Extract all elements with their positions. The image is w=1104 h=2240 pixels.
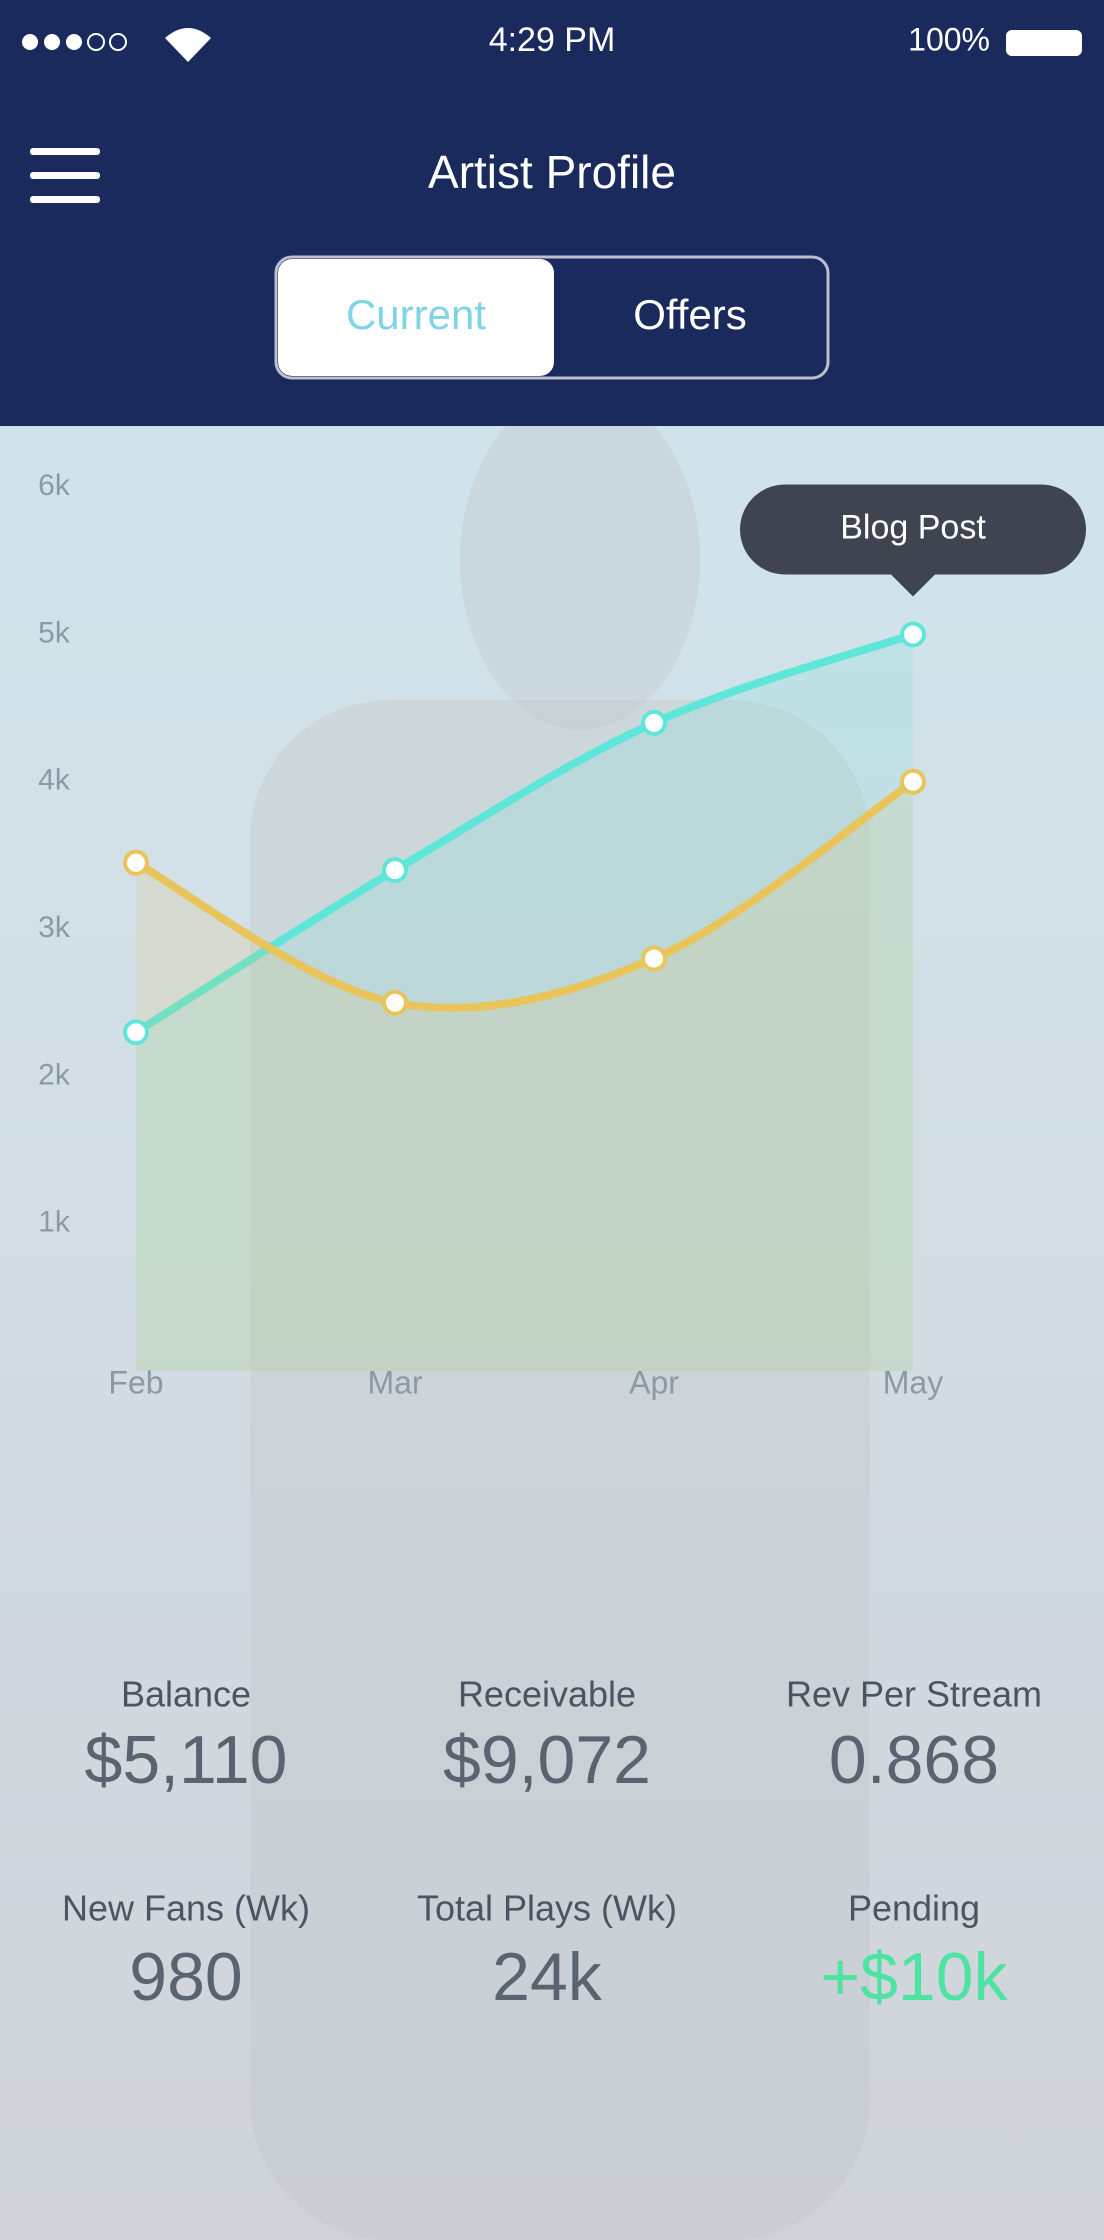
stats: Balance $5,110 Receivable $9,072 Rev Per Str… [62, 1674, 1042, 2015]
tab-offers-label[interactable]: Offers [633, 291, 747, 338]
x-tick-label: May [883, 1364, 943, 1400]
y-tick-label: 2k [38, 1058, 71, 1091]
stat-label: Pending [848, 1888, 980, 1929]
data-point [641, 945, 667, 972]
stat-value: $9,072 [443, 1722, 651, 1798]
y-tick-label: 3k [38, 911, 71, 944]
series-area [136, 781, 913, 1371]
status-battery: 100% [908, 21, 990, 57]
chart: 1k 2k 3k 4k 5k 6k Feb Mar Apr May Blog Post [38, 469, 1086, 1400]
data-point [123, 1019, 149, 1046]
data-point [382, 989, 408, 1016]
blurred-photo [250, 390, 870, 2240]
y-tick-label: 4k [38, 764, 71, 797]
status-time: 4:29 PM [489, 21, 616, 59]
data-point [900, 768, 926, 795]
stat-label: Receivable [458, 1674, 636, 1715]
data-point [123, 849, 149, 876]
series-line [132, 777, 917, 1012]
x-tick-label: Feb [108, 1364, 163, 1400]
x-tick-label: Mar [367, 1364, 422, 1400]
status-bar [22, 28, 1082, 62]
stat-label: Balance [121, 1674, 251, 1715]
stat-label: Total Plays (Wk) [417, 1888, 677, 1929]
stat-label: New Fans (Wk) [62, 1888, 310, 1929]
stat-value: 24k [492, 1939, 603, 2015]
tab-current-label[interactable]: Current [346, 291, 486, 338]
stat-value: 980 [129, 1939, 242, 2015]
menu-button[interactable] [30, 148, 100, 203]
stat-value: 0.868 [829, 1722, 999, 1798]
stat-value: $5,110 [85, 1722, 288, 1798]
y-tick-label: 5k [38, 616, 71, 649]
data-point [641, 709, 667, 736]
y-tick-label: 6k [38, 469, 71, 502]
stat-value: +$10k [820, 1939, 1008, 2015]
stat-label: Rev Per Stream [786, 1674, 1042, 1715]
tab-current[interactable] [278, 259, 554, 376]
y-tick-label: 1k [38, 1206, 71, 1239]
annotation-label: Blog Post [840, 508, 986, 546]
x-tick-label: Apr [629, 1364, 679, 1400]
series-line [132, 630, 917, 1037]
annotation-bubble [740, 484, 1086, 597]
data-point [382, 857, 408, 884]
header-title: Artist Profile [428, 146, 676, 198]
data-point [900, 621, 926, 648]
